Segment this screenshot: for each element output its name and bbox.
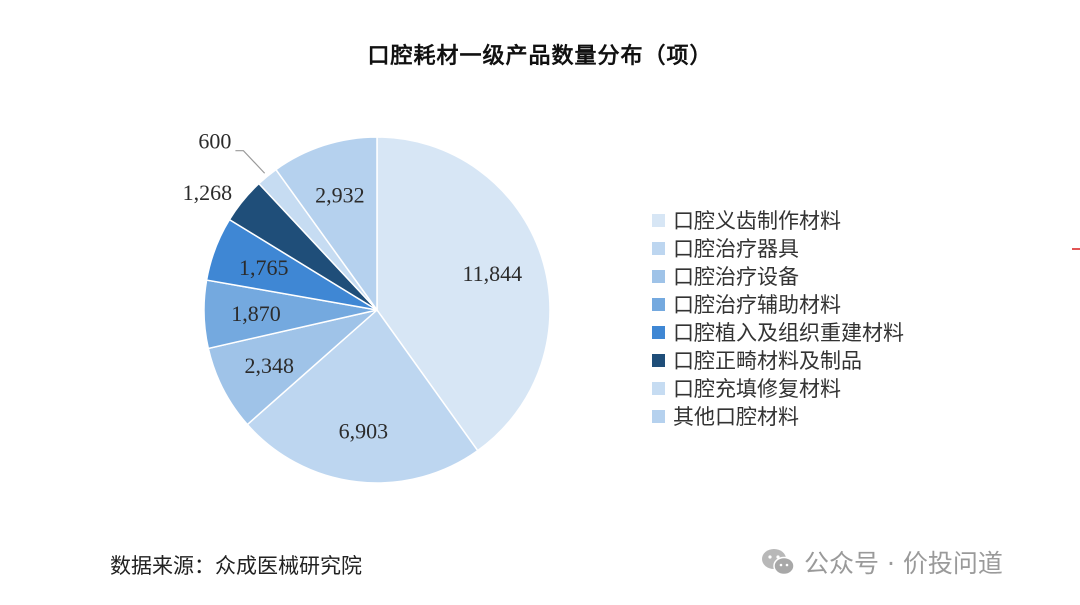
legend-swatch-3 — [652, 297, 665, 311]
legend-label-4: 口腔植入及组织重建材料 — [673, 321, 904, 345]
legend-label-0: 口腔义齿制作材料 — [673, 209, 841, 233]
legend-label-2: 口腔治疗设备 — [673, 265, 799, 289]
legend-item-3: 口腔治疗辅助材料 — [652, 290, 904, 318]
legend-swatch-0 — [652, 213, 665, 227]
chart-legend: 口腔义齿制作材料 口腔治疗器具 口腔治疗设备口腔治疗辅助材料口腔植入及组织重建材料口… — [652, 206, 904, 430]
edge-mark — [1072, 248, 1080, 250]
legend-item-6: 口腔充填修复材料 — [652, 374, 904, 402]
legend-swatch-6 — [652, 381, 665, 395]
legend-swatch-4 — [652, 325, 665, 339]
legend-item-2: 口腔治疗设备 — [652, 262, 904, 290]
slice-value-label-7: 2,932 — [315, 183, 365, 208]
slice-value-label-5: 1,268 — [183, 180, 233, 205]
pie-slice-0 — [376, 136, 551, 452]
legend-swatch-2 — [652, 269, 665, 283]
legend-item-5: 口腔正畸材料及制品 — [652, 346, 904, 374]
chart-title: 口腔耗材一级产品数量分布（项） — [367, 44, 713, 69]
slice-value-label-2: 2,348 — [244, 353, 294, 378]
legend-item-1: 口腔治疗器具 — [652, 234, 904, 262]
legend-item-7: 其他口腔材料 — [652, 402, 904, 430]
slice-value-label-4: 1,765 — [239, 255, 289, 280]
legend-item-0: 口腔义齿制作材料 — [652, 206, 904, 234]
source-note: 数据来源：众成医械研究院 — [110, 554, 362, 578]
legend-label-3: 口腔治疗辅助材料 — [673, 293, 841, 317]
slice-value-label-0: 11,844 — [462, 261, 522, 286]
slice-value-label-6: 600 — [198, 129, 231, 154]
legend-swatch-1 — [652, 241, 665, 255]
legend-swatch-7 — [652, 409, 665, 423]
watermark-text: 公众号 · 价投问道 — [804, 549, 1003, 578]
slice-value-label-3: 1,870 — [231, 301, 281, 326]
legend-label-5: 口腔正畸材料及制品 — [673, 349, 862, 373]
watermark: 公众号 · 价投问道 — [760, 544, 1003, 580]
leader-line-6 — [235, 150, 266, 174]
wechat-icon — [762, 549, 795, 576]
legend-label-6: 口腔充填修复材料 — [673, 377, 841, 401]
legend-swatch-5 — [652, 353, 665, 367]
legend-label-7: 其他口腔材料 — [673, 405, 799, 429]
legend-item-4: 口腔植入及组织重建材料 — [652, 318, 904, 346]
legend-label-1: 口腔治疗器具 — [673, 237, 799, 261]
slice-value-label-1: 6,903 — [339, 418, 389, 443]
pie-slice-1 — [246, 308, 479, 484]
pie-slice-7 — [274, 136, 378, 313]
